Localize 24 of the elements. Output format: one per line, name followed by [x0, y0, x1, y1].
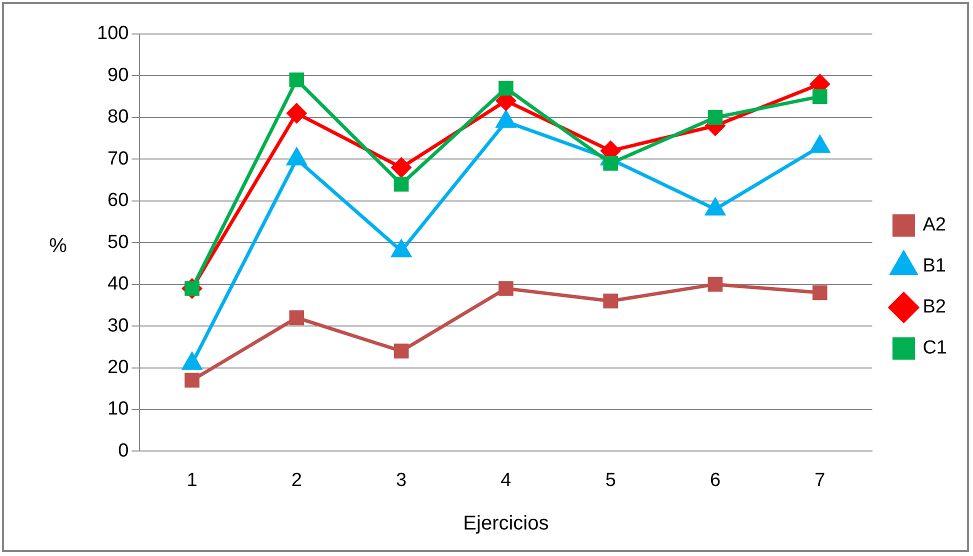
legend-label: B1: [922, 256, 946, 277]
legend-label: B2: [922, 296, 946, 318]
y-tick-label: 100: [97, 23, 129, 44]
y-tick-label: 0: [118, 440, 129, 462]
x-axis-title: Ejercicios: [463, 512, 549, 535]
y-tick-label: 70: [108, 148, 129, 170]
x-tick-label: 6: [710, 470, 721, 491]
y-tick-label: 10: [108, 398, 129, 420]
y-tick-label: 90: [108, 64, 129, 86]
y-axis-title: %: [49, 235, 68, 258]
y-tick-label: 30: [108, 315, 129, 336]
y-tick-label: 60: [108, 190, 129, 212]
x-tick-label: 1: [186, 470, 198, 491]
legend-label: A2: [922, 214, 946, 236]
x-tick-label: 4: [500, 470, 512, 491]
x-tick-label: 7: [814, 470, 826, 491]
x-tick-label: 2: [291, 470, 302, 491]
y-tick-label: 40: [108, 274, 129, 295]
x-tick-label: 3: [396, 470, 407, 491]
legend-label: C1: [922, 338, 948, 359]
x-tick-label: 5: [605, 470, 616, 491]
y-tick-label: 80: [108, 106, 129, 128]
y-tick-label: 50: [108, 232, 129, 253]
y-tick-label: 20: [108, 356, 129, 378]
